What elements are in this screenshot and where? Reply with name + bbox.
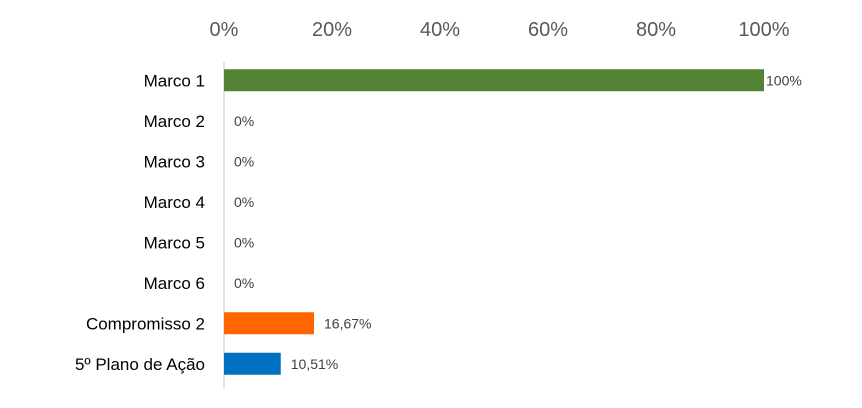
bars <box>224 69 764 375</box>
category-labels: Marco 1 Marco 2 Marco 3 Marco 4 Marco 5 Marco… <box>75 71 205 374</box>
data-label: 16,67% <box>324 315 371 331</box>
category-label: Marco 3 <box>144 152 205 171</box>
bar <box>224 352 281 375</box>
x-tick-label: 20% <box>312 19 352 41</box>
category-label: 5º Plano de Ação <box>75 355 205 374</box>
x-tick-label: 60% <box>528 19 568 41</box>
category-label: Marco 5 <box>144 233 205 252</box>
data-label: 0% <box>234 194 254 210</box>
x-tick-label: 40% <box>420 19 460 41</box>
x-tick-label: 0% <box>210 19 239 41</box>
category-label: Compromisso 2 <box>86 314 205 333</box>
category-label: Marco 1 <box>144 71 205 90</box>
data-label: 0% <box>234 275 254 291</box>
x-tick-label: 100% <box>738 19 789 41</box>
x-axis-ticks: 0% 20% 40% 60% 80% 100% <box>210 19 790 41</box>
data-labels: 100% 0% 0% 0% 0% 0% 16,67% 10,51% <box>234 72 802 372</box>
data-label: 100% <box>766 72 802 88</box>
category-label: Marco 6 <box>144 274 205 293</box>
data-label: 0% <box>234 113 254 129</box>
data-label: 0% <box>234 153 254 169</box>
bar <box>224 312 315 335</box>
bar <box>224 69 764 92</box>
category-label: Marco 2 <box>144 112 205 131</box>
data-label: 0% <box>234 234 254 250</box>
data-label: 10,51% <box>291 356 338 372</box>
x-tick-label: 80% <box>636 19 676 41</box>
category-label: Marco 4 <box>144 193 205 212</box>
